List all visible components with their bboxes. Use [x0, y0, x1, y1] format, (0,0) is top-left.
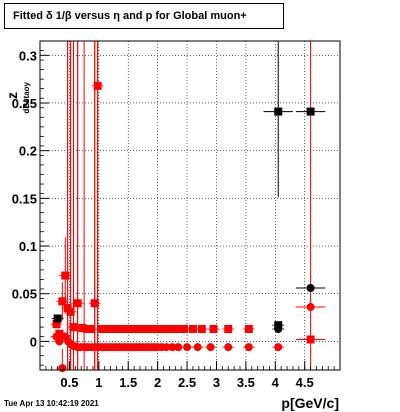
data-point-circle	[306, 283, 315, 292]
x-tick-label: 1.5	[119, 375, 137, 390]
data-point-square	[66, 307, 75, 316]
data-point-circle	[244, 343, 253, 352]
data-point-square	[53, 314, 62, 323]
data-point-square	[90, 299, 99, 308]
data-point-square	[197, 324, 206, 333]
timestamp: Tue Apr 13 10:42:19 2021	[4, 399, 99, 408]
data-point-square	[83, 324, 92, 333]
axis-ticks: 0.5 1 1.5 2 2.5 3 3.5 4 4.5 0 0.05 0.1 0.15 0.2 0.25 0.…	[12, 48, 341, 390]
y-axis-label: z	[4, 92, 20, 99]
x-tick-label: 1	[95, 375, 102, 390]
data-point-square	[55, 329, 64, 338]
data-point-square	[93, 81, 102, 90]
chart-title: Fitted δ 1/β versus η and p for Global m…	[13, 10, 247, 22]
data-point-circle	[306, 303, 315, 312]
data-point-square	[58, 297, 67, 306]
data-point-square	[73, 299, 82, 308]
data-point-square	[274, 107, 283, 116]
data-point-circle	[274, 343, 283, 352]
x-tick-label: 2.5	[178, 375, 196, 390]
x-tick-label: 3	[213, 375, 220, 390]
y-axis-label-subscript: dBetaoy	[22, 81, 31, 113]
y-tick-label: 0.15	[12, 191, 37, 206]
grid	[40, 41, 340, 370]
x-axis-label: p[GeV/c]	[281, 395, 339, 411]
data-point-circle	[58, 364, 67, 373]
data-point-circle	[55, 337, 64, 346]
data-point-square	[224, 324, 233, 333]
x-tick-label: 2	[154, 375, 161, 390]
data-point-circle	[168, 343, 177, 352]
y-tick-label: 0.1	[19, 239, 37, 254]
data-point-square	[69, 323, 78, 332]
data-point-circle	[274, 324, 283, 333]
data-point-square	[78, 324, 87, 333]
data-point-circle	[162, 343, 171, 352]
data-point-square	[61, 271, 70, 280]
data-point-square	[180, 324, 189, 333]
data-point-circle	[224, 343, 233, 352]
data-point-square	[209, 324, 218, 333]
title-box: Fitted δ 1/β versus η and p for Global m…	[4, 3, 284, 29]
data-point-circle	[206, 343, 215, 352]
data-point-square	[306, 107, 315, 116]
data-point-square	[306, 335, 315, 344]
data-point-square	[52, 320, 61, 329]
data-point-square	[244, 324, 253, 333]
data-point-circle	[174, 343, 183, 352]
y-tick-label: 0.3	[19, 48, 37, 63]
plot-frame	[39, 40, 341, 371]
x-tick-label: 4.5	[296, 375, 314, 390]
y-tick-label: 0	[30, 334, 37, 349]
data-point-square	[174, 324, 183, 333]
x-tick-label: 3.5	[237, 375, 255, 390]
data-point-square	[87, 324, 96, 333]
y-tick-label: 0.25	[12, 96, 37, 111]
y-tick-label: 0.05	[12, 287, 37, 302]
data-point-square	[169, 324, 178, 333]
data-point-square	[188, 324, 197, 333]
data-markers	[52, 81, 315, 373]
x-tick-label: 4	[272, 375, 280, 390]
data-point-circle	[193, 343, 202, 352]
data-point-circle	[183, 343, 192, 352]
x-tick-label: 0.5	[60, 375, 78, 390]
data-point-square	[165, 324, 174, 333]
y-tick-label: 0.2	[19, 144, 37, 159]
